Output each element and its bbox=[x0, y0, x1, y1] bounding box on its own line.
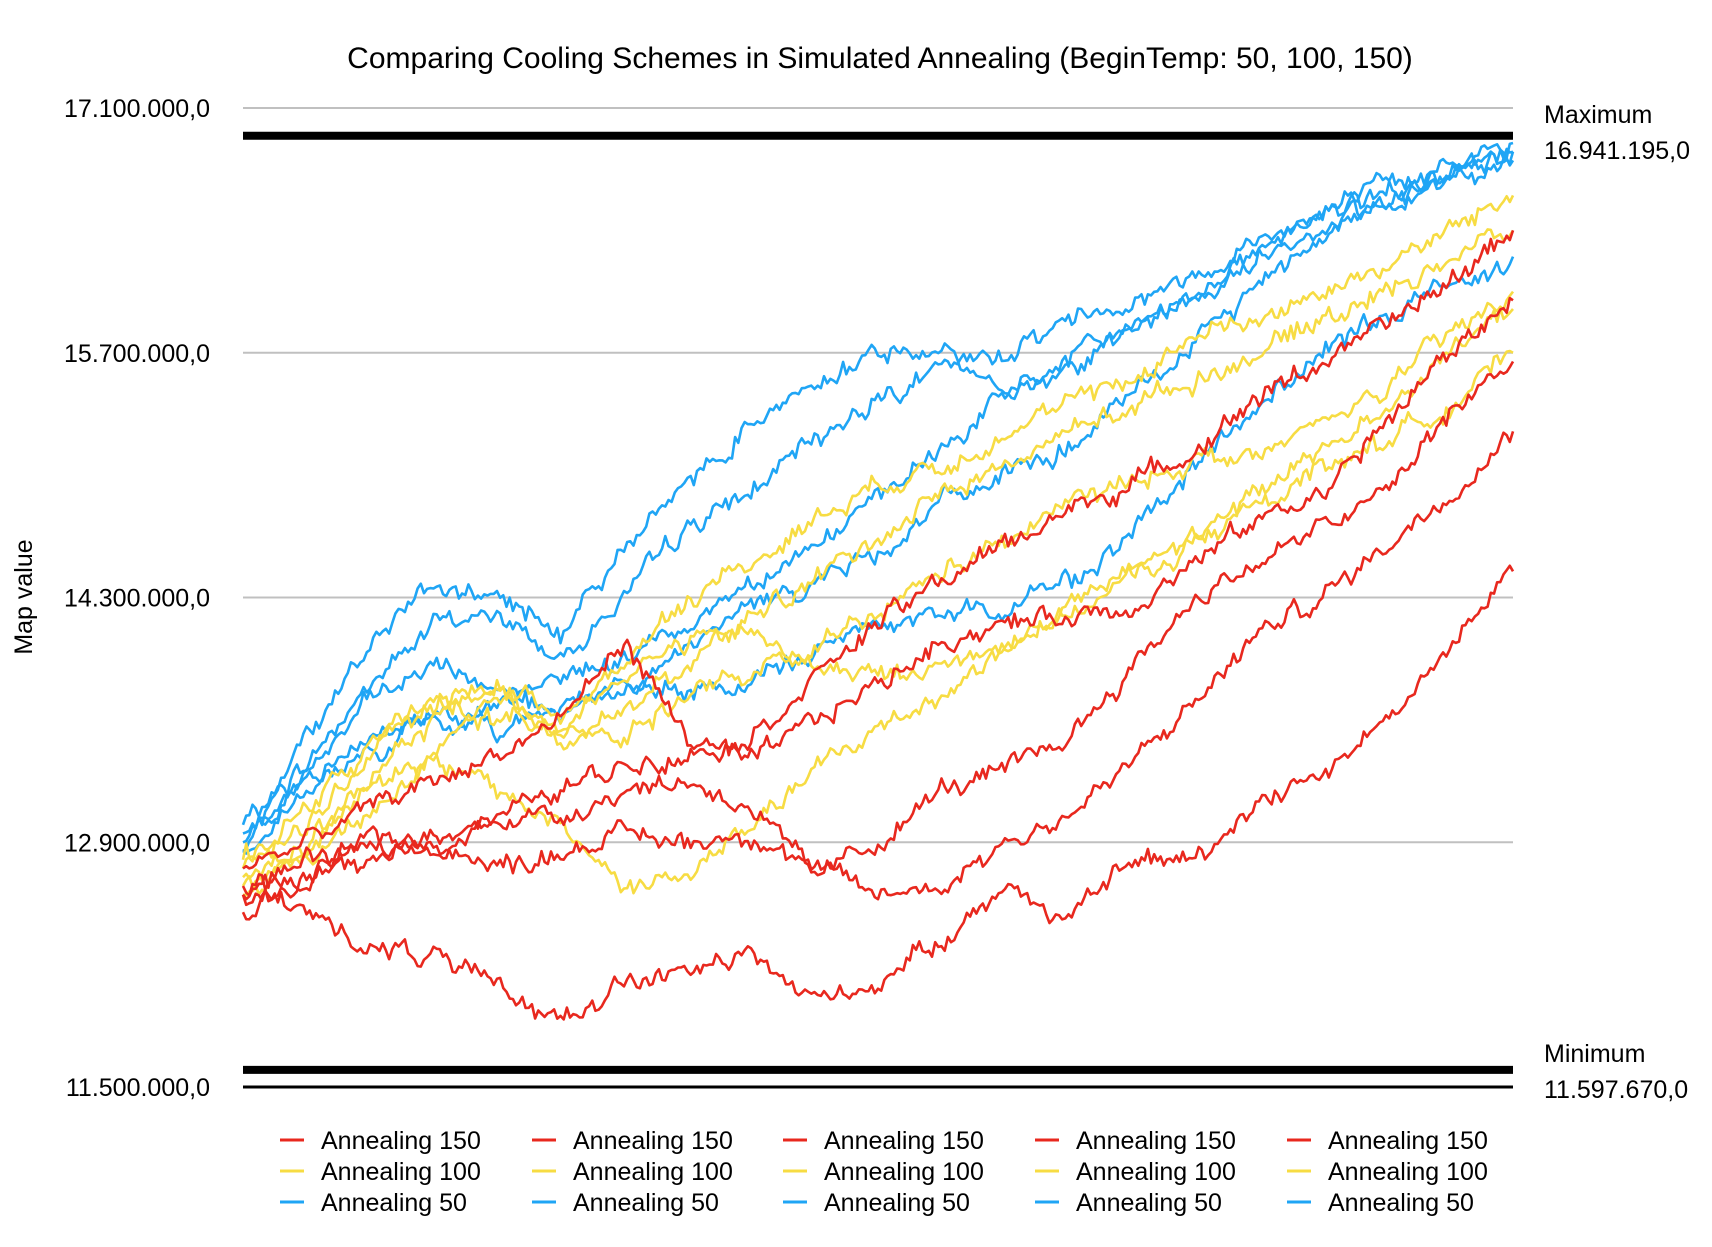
series-line bbox=[242, 307, 1514, 897]
series-line bbox=[242, 296, 1514, 870]
legend-label: Annealing 100 bbox=[824, 1158, 984, 1186]
reference-value-maximum: 16.941.195,0 bbox=[1544, 137, 1690, 165]
y-tick-label: 11.500.000,0 bbox=[66, 1074, 210, 1102]
legend-label: Annealing 150 bbox=[1328, 1127, 1488, 1155]
legend-label: Annealing 100 bbox=[573, 1158, 733, 1186]
legend-label: Annealing 50 bbox=[321, 1189, 467, 1217]
y-tick-label: 12.900.000,0 bbox=[64, 829, 210, 857]
series-line bbox=[242, 151, 1515, 844]
series-line bbox=[241, 564, 1515, 1021]
legend-label: Annealing 150 bbox=[824, 1127, 984, 1155]
reference-lines: Maximum 16.941.195,0 Minimum 11.597.670,0 bbox=[243, 101, 1690, 1104]
series-line bbox=[242, 157, 1515, 853]
y-axis-title: Map value bbox=[10, 539, 38, 654]
legend-label: Annealing 50 bbox=[1328, 1189, 1474, 1217]
y-tick-label: 15.700.000,0 bbox=[64, 340, 210, 368]
reference-label-minimum: Minimum bbox=[1544, 1040, 1645, 1068]
legend-label: Annealing 100 bbox=[1328, 1158, 1488, 1186]
series-line bbox=[241, 431, 1515, 901]
legend-label: Annealing 50 bbox=[1076, 1189, 1222, 1217]
y-tick-label: 17.100.000,0 bbox=[64, 95, 210, 123]
series-line bbox=[241, 229, 1515, 901]
legend-label: Annealing 100 bbox=[1076, 1158, 1236, 1186]
grid-layer: 17.100.000,0 15.700.000,0 14.300.000,0 12.9… bbox=[64, 95, 1513, 1102]
series-line bbox=[241, 194, 1515, 869]
series-line bbox=[241, 228, 1515, 888]
legend: Annealing 150 Annealing 100 Annealing 50 An… bbox=[280, 1127, 1488, 1217]
legend-label: Annealing 150 bbox=[573, 1127, 733, 1155]
y-tick-label: 14.300.000,0 bbox=[64, 585, 210, 613]
legend-label: Annealing 150 bbox=[1076, 1127, 1236, 1155]
reference-label-maximum: Maximum bbox=[1544, 101, 1652, 129]
chart-title: Comparing Cooling Schemes in Simulated A… bbox=[347, 42, 1413, 75]
series-line bbox=[242, 141, 1514, 855]
legend-label: Annealing 100 bbox=[321, 1158, 481, 1186]
series-line bbox=[241, 147, 1514, 826]
legend-label: Annealing 50 bbox=[824, 1189, 970, 1217]
reference-value-minimum: 11.597.670,0 bbox=[1544, 1076, 1688, 1104]
legend-label: Annealing 50 bbox=[573, 1189, 719, 1217]
legend-label: Annealing 150 bbox=[321, 1127, 481, 1155]
series-line bbox=[241, 360, 1515, 921]
series-line bbox=[242, 256, 1515, 835]
series-layer bbox=[241, 141, 1515, 1021]
